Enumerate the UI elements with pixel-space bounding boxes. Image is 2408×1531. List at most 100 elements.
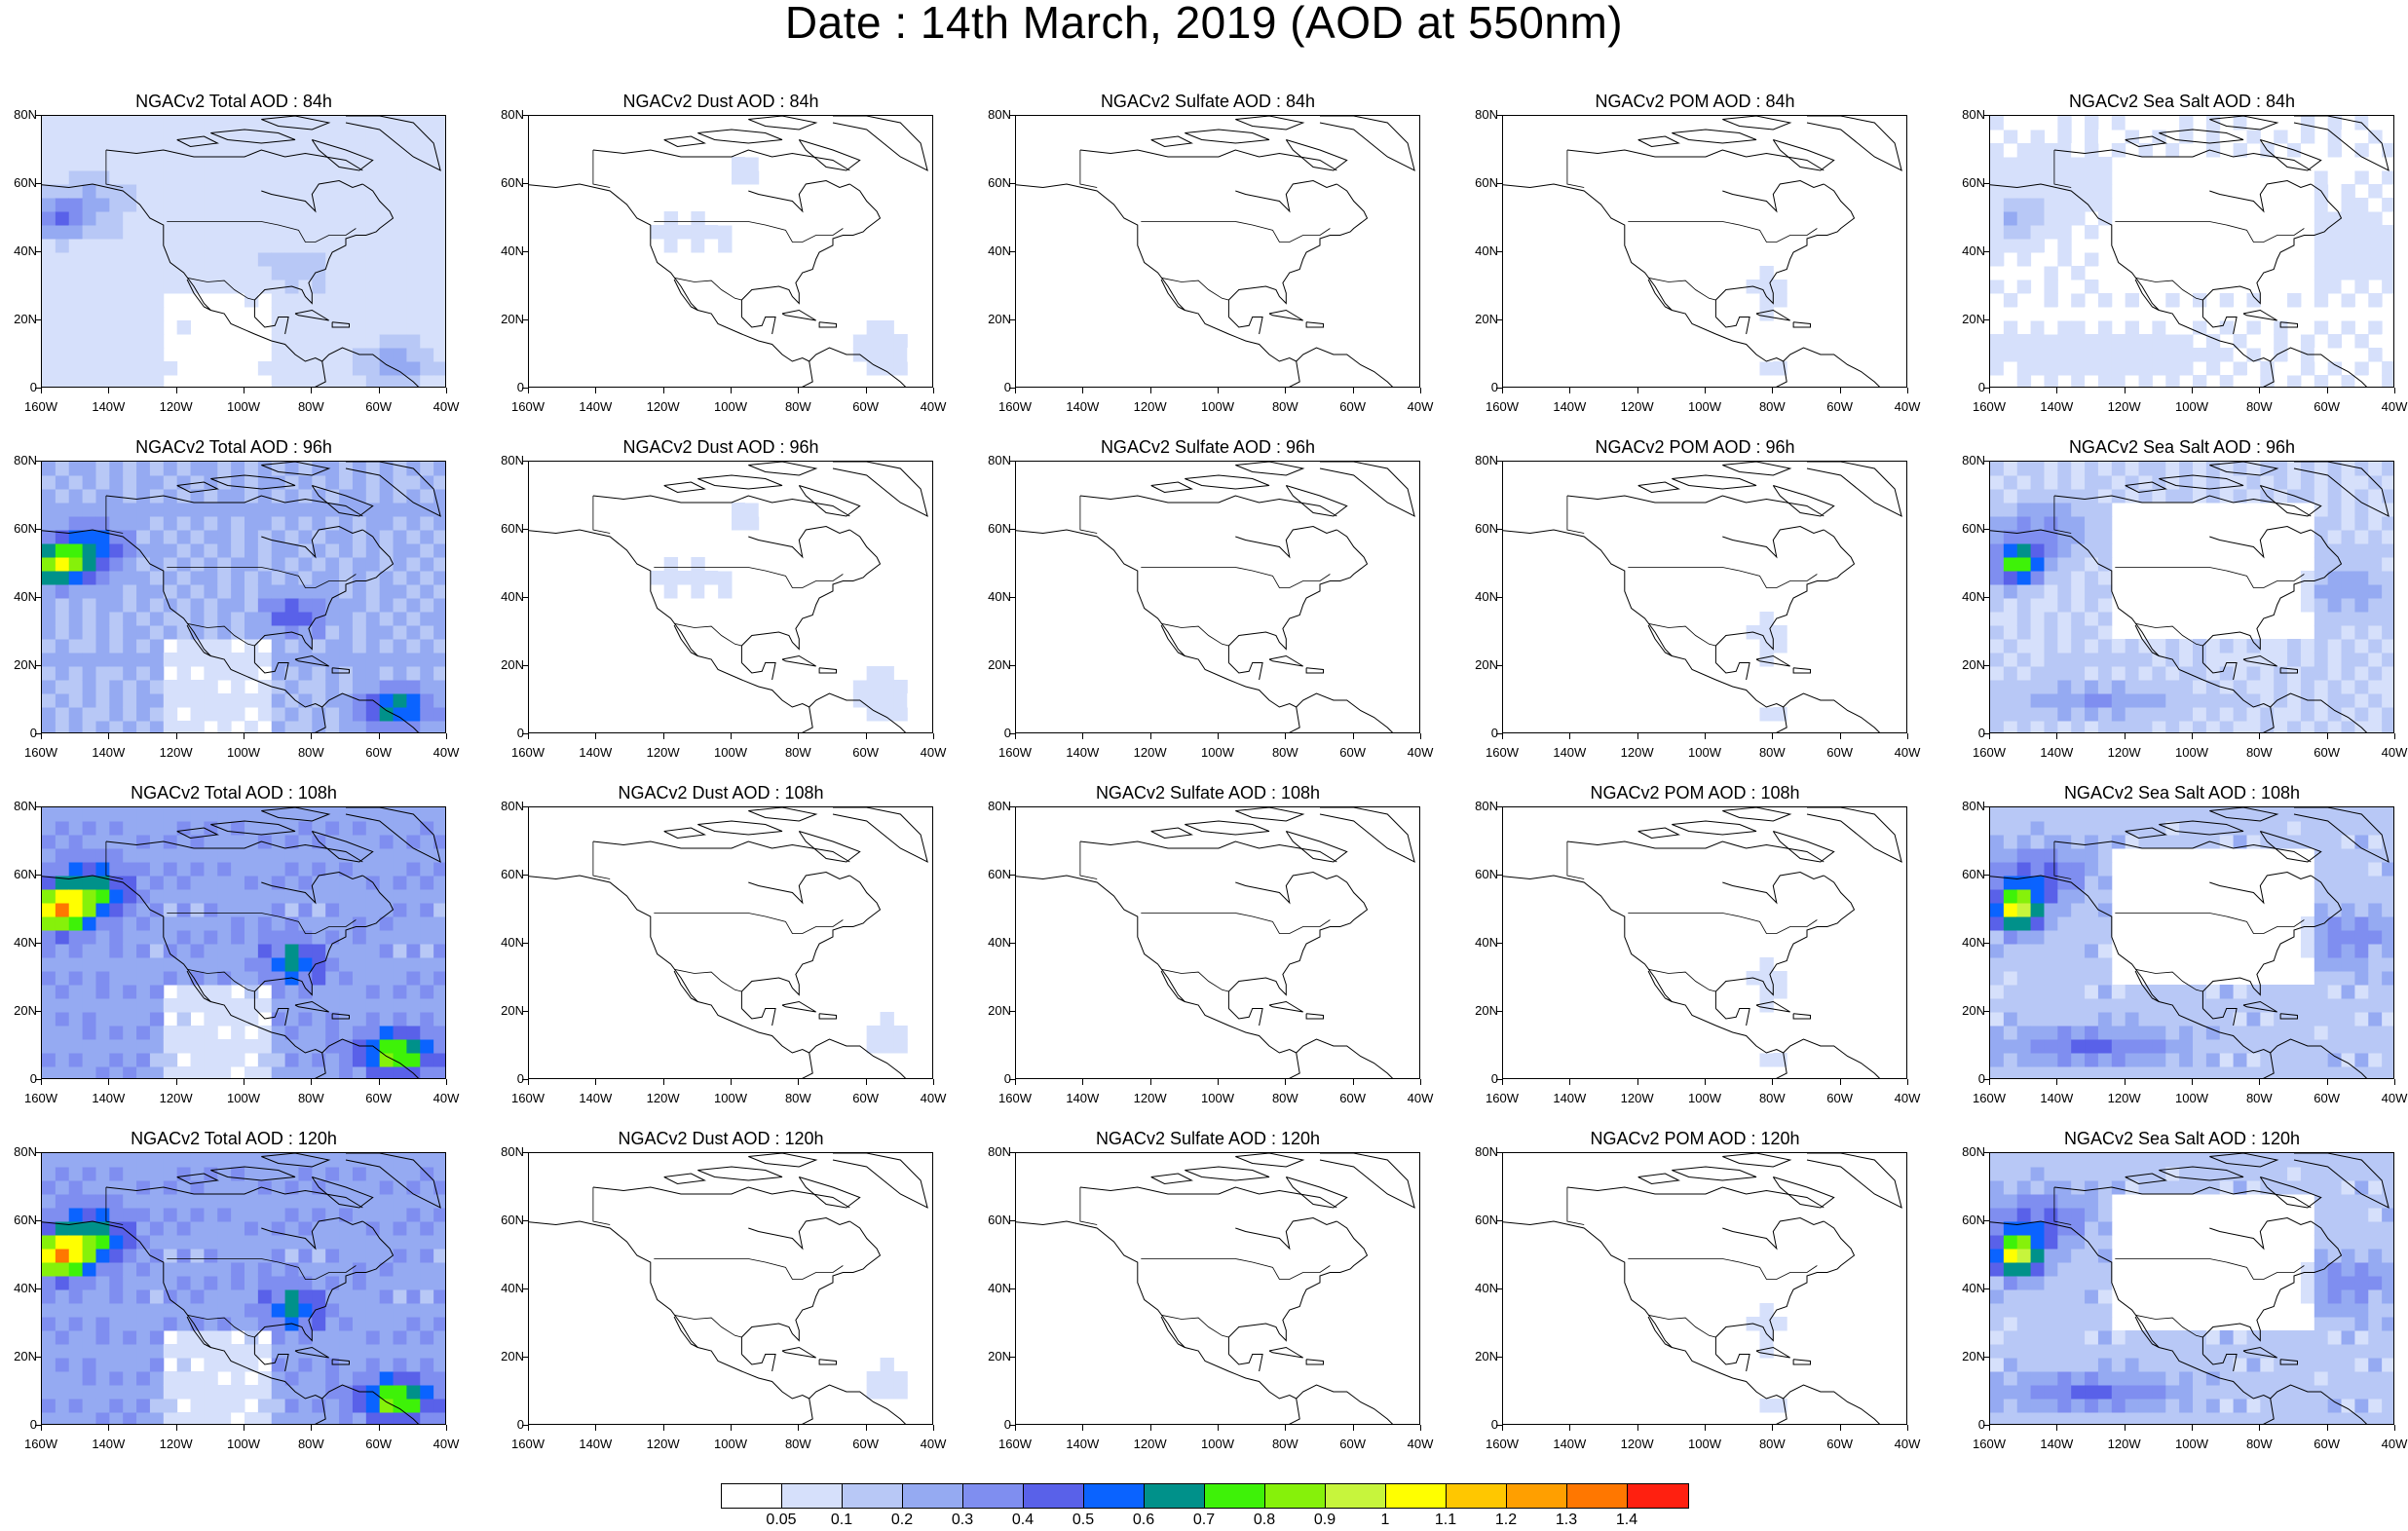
aod-cell <box>420 1303 434 1318</box>
aod-cell <box>2327 361 2343 376</box>
aod-cell <box>1746 639 1760 653</box>
aod-cell <box>406 198 421 212</box>
aod-cell <box>284 1026 299 1040</box>
aod-cell <box>2354 157 2369 171</box>
aod-cell <box>2071 584 2086 599</box>
aod-cell <box>176 721 192 732</box>
aod-cell <box>163 707 178 722</box>
aod-cell <box>298 944 313 958</box>
aod-cell <box>136 320 151 335</box>
aod-cell <box>190 639 205 653</box>
aod-cell <box>55 985 70 999</box>
aod-cell <box>2044 307 2058 321</box>
latitude-tick <box>1009 1288 1015 1289</box>
aod-cell <box>68 612 84 626</box>
aod-cell <box>704 584 719 599</box>
aod-cell <box>2097 516 2113 531</box>
aod-cell <box>109 957 124 972</box>
aod-cell <box>82 1344 96 1359</box>
aod-cell <box>68 1066 84 1078</box>
aod-cell <box>95 721 110 732</box>
aod-cell <box>271 1358 286 1372</box>
longitude-label: 40W <box>1407 745 1434 760</box>
aod-cell <box>2341 503 2355 517</box>
latitude-tick <box>1983 597 1989 598</box>
aod-cell <box>2341 348 2355 362</box>
aod-cell <box>393 1167 407 1181</box>
aod-cell <box>2233 348 2247 362</box>
latitude-tick <box>35 1425 41 1426</box>
aod-cell <box>123 1026 137 1040</box>
latitude-label: 40N <box>501 243 524 258</box>
aod-cell <box>149 293 165 308</box>
aod-cell <box>691 225 705 240</box>
aod-cell <box>109 584 124 599</box>
aod-cell <box>379 653 395 667</box>
aod-cell <box>163 821 178 836</box>
aod-cell <box>2179 1399 2194 1413</box>
aod-cell <box>2016 211 2032 226</box>
longitude-label: 160W <box>1973 745 2006 760</box>
aod-cell <box>1990 707 2005 722</box>
aod-cell <box>433 862 445 877</box>
aod-cell <box>2138 1053 2153 1067</box>
aod-cell <box>271 571 286 585</box>
aod-cell <box>2152 116 2166 131</box>
aod-cell <box>393 1153 407 1168</box>
longitude-tick <box>865 733 867 739</box>
aod-cell <box>866 1039 882 1054</box>
aod-cell <box>82 157 96 171</box>
aod-cell <box>136 225 151 240</box>
aod-cell <box>312 252 326 267</box>
aod-cell <box>95 584 110 599</box>
aod-cell <box>2125 1039 2140 1054</box>
aod-cell <box>136 998 151 1013</box>
aod-cell <box>82 489 96 504</box>
aod-cell <box>42 821 56 836</box>
longitude-label: 140W <box>2040 1091 2074 1105</box>
aod-cell <box>2057 998 2072 1013</box>
aod-cell <box>420 1330 434 1345</box>
aod-cell <box>284 862 299 877</box>
aod-cell <box>379 680 395 694</box>
aod-cell <box>136 184 151 199</box>
aod-cell <box>231 835 245 849</box>
longitude-tick <box>1015 388 1016 393</box>
aod-cell <box>298 1249 313 1263</box>
political-border <box>592 841 611 879</box>
aod-cell <box>245 1194 259 1209</box>
aod-cell <box>2030 985 2045 999</box>
aod-cell <box>2016 307 2032 321</box>
aod-cell <box>352 1289 367 1304</box>
coastline <box>1792 1013 1811 1020</box>
aod-cell <box>2246 1344 2261 1359</box>
aod-cell <box>433 266 445 280</box>
aod-cell <box>420 293 434 308</box>
map-panel-seasalt: NGACv2 Sea Salt AOD : 108h 80N 60N 40N 20N 0 1… <box>1948 781 2408 1105</box>
aod-cell <box>2085 1194 2099 1209</box>
aod-cell <box>2300 1026 2315 1040</box>
aod-cell <box>42 516 56 531</box>
aod-cell <box>2071 1012 2086 1027</box>
longitude-tick <box>108 388 110 393</box>
longitude-label: 80W <box>1758 399 1786 414</box>
aod-cell <box>365 889 381 904</box>
aod-cell <box>393 821 407 836</box>
longitude-tick <box>595 733 597 739</box>
aod-cell <box>2193 1180 2207 1195</box>
aod-cell <box>176 225 192 240</box>
longitude-tick <box>528 733 529 739</box>
aod-cell <box>393 280 407 294</box>
aod-cell <box>68 807 84 822</box>
aod-cell <box>406 489 421 504</box>
aod-cell <box>2179 1358 2194 1372</box>
aod-cell <box>55 1039 70 1054</box>
aod-cell <box>2152 821 2166 836</box>
aod-cell <box>393 876 407 890</box>
aod-cell <box>379 916 395 931</box>
political-border <box>187 277 255 301</box>
coastline <box>294 1000 329 1013</box>
aod-cell <box>2057 225 2072 240</box>
aod-cell <box>109 1208 124 1222</box>
aod-cell <box>2138 835 2153 849</box>
